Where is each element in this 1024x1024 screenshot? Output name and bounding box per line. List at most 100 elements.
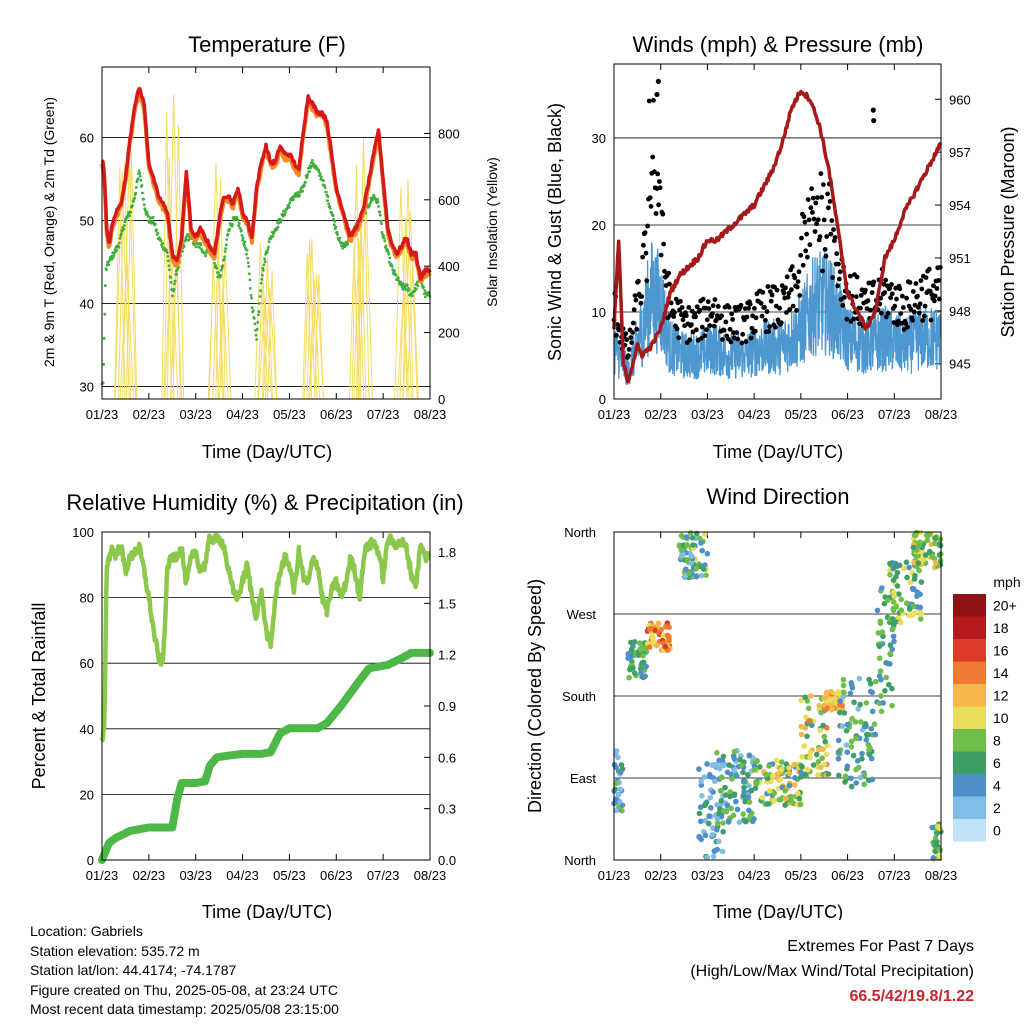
direction-point [920, 556, 927, 563]
dewpoint-point [263, 257, 266, 261]
direction-point [794, 790, 801, 797]
gust-point [916, 310, 922, 316]
gust-point [658, 252, 664, 258]
direction-point [853, 780, 859, 786]
direction-point [704, 761, 710, 767]
gust-point [806, 217, 812, 223]
gust-point [831, 227, 836, 233]
direction-point [807, 754, 813, 761]
direction-point [802, 694, 808, 701]
direction-point [880, 700, 886, 706]
gust-point [923, 275, 929, 280]
dewpoint-point [134, 186, 138, 189]
dewpoint-point [236, 218, 240, 222]
dir-ytick-label: East [570, 771, 596, 786]
direction-point [719, 774, 725, 781]
gust-point [699, 324, 705, 330]
gust-point [715, 304, 721, 309]
direction-point [879, 585, 885, 591]
gust-point [796, 269, 802, 275]
gust-point [678, 299, 683, 304]
gust-point [884, 314, 889, 320]
rh-xtick-label: 08/23 [414, 868, 447, 883]
dewpoint-point [160, 245, 164, 248]
dewpoint-point [118, 237, 122, 240]
gust-point [812, 229, 818, 234]
colorbar-swatch [953, 639, 986, 662]
direction-point [697, 535, 703, 542]
dewpoint-point [382, 237, 386, 240]
direction-point [731, 791, 738, 797]
dewpoint-point [243, 240, 247, 244]
direction-point [698, 782, 705, 788]
dewpoint-point [221, 264, 225, 267]
gust-point [656, 202, 661, 208]
dewpoint-point [386, 248, 389, 252]
gust-point [820, 268, 825, 274]
direction-point [848, 744, 855, 750]
gust-point [784, 274, 790, 280]
dewpoint-point [105, 268, 108, 272]
dewpoint-point [173, 282, 176, 286]
wind-xtick-label: 03/23 [691, 407, 724, 422]
dewpoint-point [266, 248, 270, 251]
dewpoint-point [382, 234, 386, 238]
colorbar-swatch [953, 616, 986, 639]
colorbar-label: 18 [993, 620, 1009, 636]
direction-point [706, 820, 712, 827]
gust-point [694, 304, 700, 310]
direction-point [892, 563, 899, 570]
direction-point [769, 773, 776, 779]
direction-point [890, 616, 896, 622]
dewpoint-point [279, 220, 283, 224]
direction-point [613, 780, 619, 787]
direction-point [886, 681, 892, 688]
dewpoint-point [276, 225, 280, 229]
direction-point [813, 751, 820, 758]
dewpoint-point [336, 233, 339, 237]
direction-point [714, 749, 720, 756]
direction-point [827, 697, 834, 704]
dewpoint-point [341, 246, 345, 250]
direction-point [904, 574, 910, 581]
dewpoint-point [139, 178, 143, 182]
gust-point [752, 328, 758, 334]
dewpoint-point [394, 273, 398, 277]
gust-point [869, 290, 875, 295]
gust-point [667, 281, 672, 287]
direction-point [639, 660, 645, 666]
gust-point [648, 204, 654, 209]
direction-point [638, 670, 644, 676]
direction-point [822, 738, 828, 745]
dewpoint-point [325, 190, 328, 194]
direction-point [854, 758, 861, 764]
gust-point [710, 311, 715, 316]
direction-point [702, 832, 709, 839]
gust-point [828, 231, 834, 237]
gust-point [813, 200, 819, 206]
gust-point [918, 278, 924, 283]
gust-point [671, 314, 677, 319]
direction-point [857, 701, 863, 708]
dewpoint-point [151, 215, 155, 219]
gust-point [803, 248, 809, 254]
dewpoint-point [167, 264, 171, 268]
temp-xtick-label: 06/23 [320, 407, 353, 422]
dewpoint-point [173, 279, 177, 283]
direction-point [714, 816, 721, 822]
gust-point [808, 205, 814, 211]
direction-point [898, 607, 905, 613]
direction-point [690, 542, 696, 548]
gust-point [830, 275, 835, 280]
wind-direction-title: Wind Direction [706, 484, 849, 509]
solar-spike [353, 238, 365, 400]
dewpoint-point [256, 313, 260, 317]
gust-point [646, 98, 652, 104]
dewpoint-point [376, 200, 380, 204]
extremes-box: Extremes For Past 7 Days (High/Low/Max W… [690, 934, 974, 1009]
gust-point [825, 191, 830, 197]
rh-line [99, 533, 432, 743]
solar-spike [402, 210, 418, 400]
direction-point [858, 719, 864, 725]
dir-xtick-label: 08/23 [925, 868, 958, 883]
